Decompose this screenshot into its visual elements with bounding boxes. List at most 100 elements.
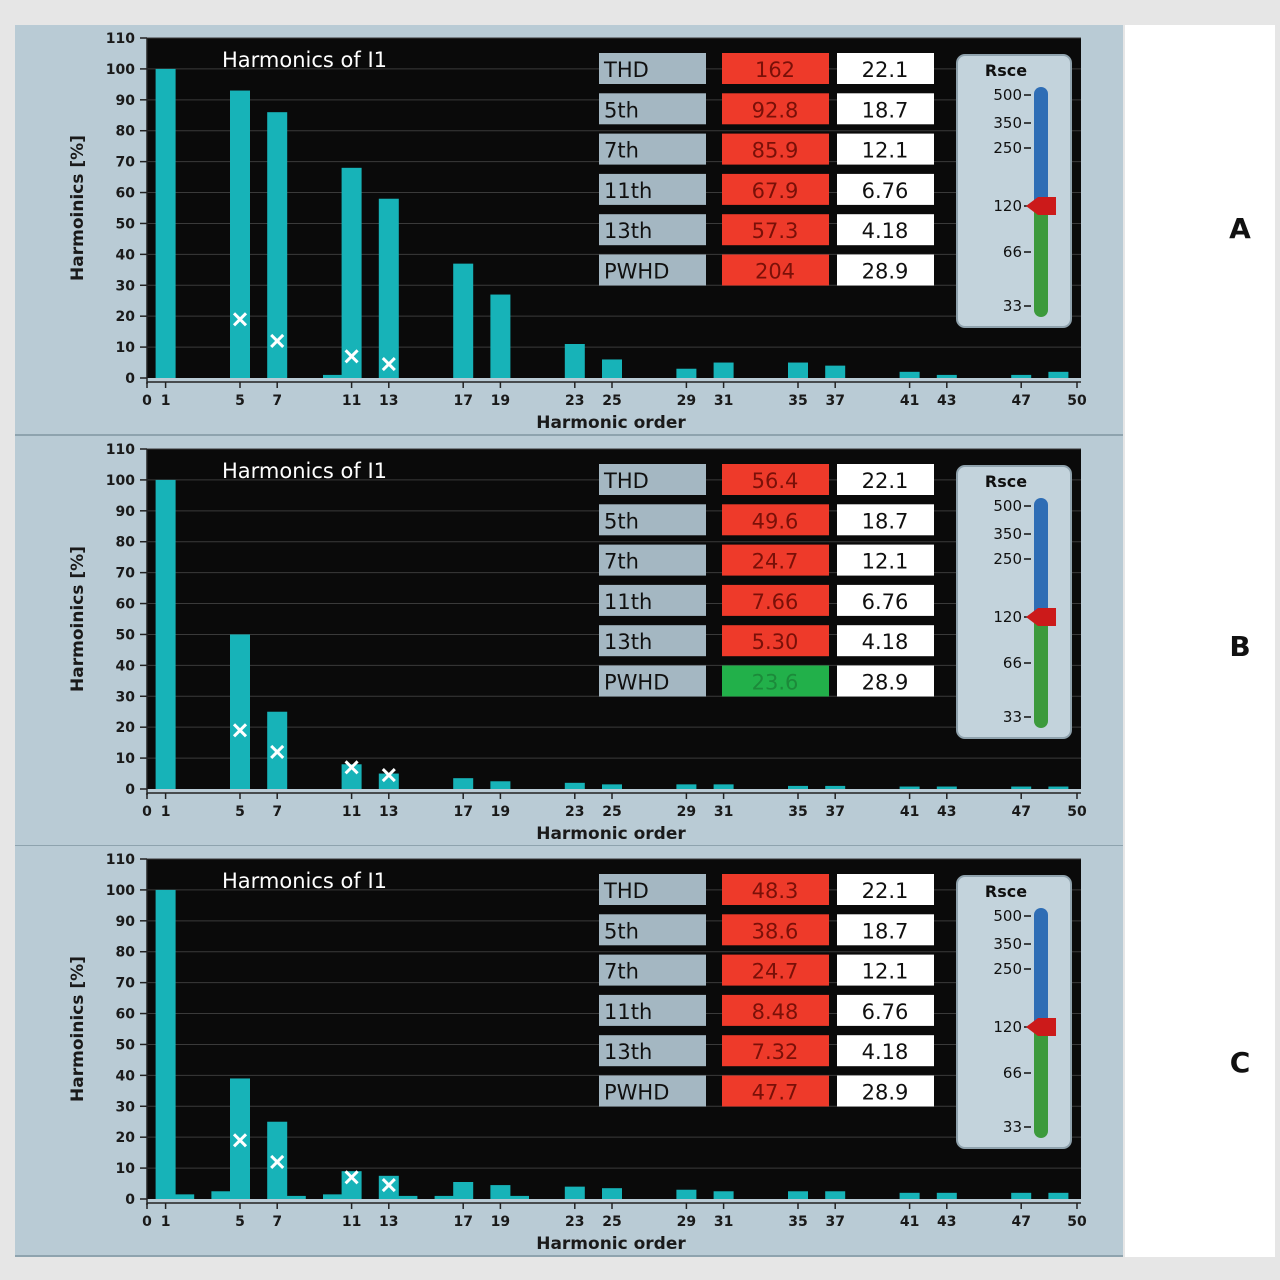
y-tick-label: 60	[116, 1007, 136, 1023]
rsce-tube-lower	[1034, 1026, 1048, 1138]
x-tick-label: 5	[235, 1214, 245, 1230]
x-tick-label: 41	[900, 393, 919, 409]
rsce-title: Rsce	[985, 61, 1027, 80]
rsce-scale-label: 33	[1003, 708, 1022, 726]
table-measured-value: 49.6	[752, 509, 799, 533]
y-tick-label: 40	[116, 1068, 136, 1084]
table-label: 11th	[604, 1000, 652, 1024]
x-tick-label: 50	[1067, 393, 1087, 409]
table-label: PWHD	[604, 671, 669, 695]
x-tick-label: 43	[937, 393, 956, 409]
panel-divider	[15, 1255, 1123, 1257]
x-tick-label: 1	[161, 393, 171, 409]
table-measured-value: 85.9	[752, 139, 799, 163]
table-limit-box	[837, 1075, 934, 1107]
table-measured-value: 7.66	[752, 590, 799, 614]
harmonic-bar	[490, 781, 511, 789]
x-tick-label: 50	[1067, 1214, 1087, 1230]
table-limit-value: 12.1	[862, 550, 909, 574]
y-tick-label: 90	[116, 504, 136, 520]
table-measured-box	[722, 1075, 829, 1107]
harmonic-bar	[397, 1195, 418, 1199]
table-measured-box	[722, 954, 829, 986]
harmonic-bar	[378, 1175, 399, 1199]
x-tick-label: 19	[491, 1214, 510, 1230]
table-label: PWHD	[604, 1081, 669, 1105]
table-limit-value: 28.9	[862, 671, 909, 695]
limit-marker	[344, 760, 359, 775]
harmonic-bar	[825, 785, 846, 789]
harmonic-bar	[676, 1189, 697, 1199]
harmonic-bar	[155, 68, 176, 378]
harmonic-bar	[825, 1191, 846, 1199]
harmonic-bar	[453, 263, 474, 378]
x-tick-label: 29	[677, 804, 696, 820]
harmonic-bar	[899, 371, 920, 378]
table-measured-box	[722, 584, 829, 616]
harmonic-bar	[378, 773, 399, 789]
table-measured-box	[722, 214, 829, 246]
harmonic-bar	[825, 365, 846, 378]
table-limit-value: 6.76	[862, 590, 909, 614]
table-measured-box	[722, 53, 829, 84]
table-measured-box	[722, 93, 829, 125]
table-limit-box	[837, 504, 934, 536]
harmonic-bar	[564, 344, 585, 378]
y-tick-label: 90	[116, 914, 136, 930]
x-tick-label: 13	[379, 393, 398, 409]
x-axis-label: Harmonic order	[536, 413, 686, 433]
x-tick-label: 23	[565, 1214, 584, 1230]
harmonic-bar	[230, 90, 250, 378]
rsce-scale-label: 500	[993, 497, 1022, 515]
x-tick-label: 43	[937, 1214, 956, 1230]
y-tick-label: 50	[116, 1037, 136, 1053]
table-label-box	[599, 874, 706, 905]
x-tick-label: 13	[379, 804, 398, 820]
rsce-scale-label: 250	[993, 550, 1022, 568]
x-tick-label: 23	[565, 393, 584, 409]
limit-marker-stroke	[270, 1154, 285, 1169]
y-tick-label: 20	[116, 720, 136, 736]
limit-marker-stroke	[381, 768, 396, 783]
table-measured-value: 48.3	[752, 879, 799, 903]
table-measured-value: 57.3	[752, 219, 799, 243]
limit-marker	[270, 1154, 285, 1169]
y-tick-label: 60	[116, 597, 136, 613]
table-measured-value: 162	[755, 58, 795, 82]
y-tick-label: 90	[116, 93, 136, 109]
x-tick-label: 5	[235, 804, 245, 820]
y-tick-label: 40	[116, 247, 136, 263]
rsce-scale-label: 250	[993, 139, 1022, 157]
table-measured-value: 8.48	[752, 1000, 799, 1024]
table-limit-value: 4.18	[862, 630, 909, 654]
harmonic-bar	[713, 784, 734, 789]
table-measured-box	[722, 625, 829, 657]
harmonic-bar	[453, 778, 474, 789]
y-tick-label: 80	[116, 124, 136, 140]
x-tick-label: 37	[825, 1214, 844, 1230]
x-tick-label: 37	[825, 393, 844, 409]
x-tick-label: 11	[342, 1214, 361, 1230]
table-label: 5th	[604, 98, 639, 122]
table-label-box	[599, 93, 706, 125]
rsce-scale-label: 66	[1003, 654, 1022, 672]
table-limit-value: 18.7	[862, 919, 909, 943]
table-measured-box	[722, 254, 829, 286]
table-limit-box	[837, 625, 934, 657]
harmonic-bar	[285, 1195, 306, 1199]
rsce-scale-label: 66	[1003, 1064, 1022, 1082]
table-limit-box	[837, 133, 934, 165]
limit-marker-stroke	[381, 1178, 396, 1193]
limit-marker	[381, 357, 396, 372]
x-tick-label: 35	[788, 1214, 807, 1230]
y-tick-label: 70	[116, 155, 136, 171]
x-tick-label: 19	[491, 804, 510, 820]
table-measured-value: 23.6	[752, 671, 799, 695]
rsce-tube-lower	[1034, 205, 1048, 317]
y-tick-label: 70	[116, 566, 136, 582]
y-tick-label: 10	[116, 751, 136, 767]
y-tick-label: 100	[106, 883, 135, 899]
limit-marker	[232, 1133, 248, 1148]
table-label-box	[599, 214, 706, 246]
